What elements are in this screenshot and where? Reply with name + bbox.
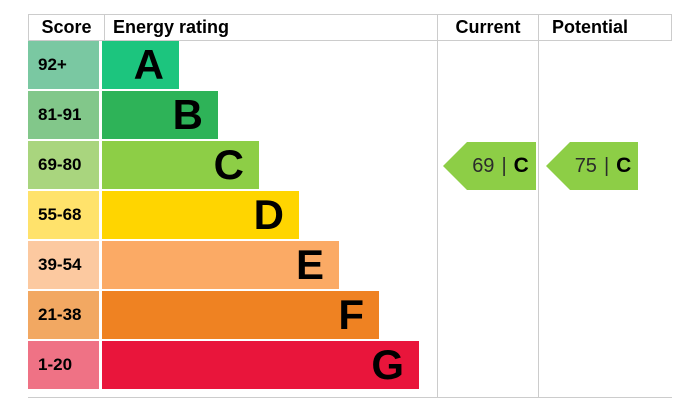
- score-range-cell: 39-54: [28, 241, 99, 289]
- band-row-b: 81-91 B: [28, 91, 673, 141]
- potential-rating-value: 75: [574, 154, 597, 177]
- table-bottom-border: [28, 397, 672, 398]
- rating-bar-b: B: [102, 91, 218, 139]
- table-header-row: Score Energy rating Current Potential: [28, 14, 672, 41]
- rating-bar-a: A: [102, 41, 179, 89]
- rating-bar-e: E: [102, 241, 339, 289]
- band-row-g: 1-20 G: [28, 341, 673, 391]
- band-row-a: 92+ A: [28, 41, 673, 91]
- rating-separator: |: [501, 154, 507, 177]
- rating-bar-c: C: [102, 141, 259, 189]
- score-range-cell: 81-91: [28, 91, 99, 139]
- score-range-cell: 1-20: [28, 341, 99, 389]
- current-rating-value: 69: [472, 154, 495, 177]
- rating-bar-d: D: [102, 191, 299, 239]
- potential-column-divider: [538, 41, 539, 398]
- score-column-header: Score: [28, 15, 104, 40]
- score-range-cell: 21-38: [28, 291, 99, 339]
- potential-rating-band: C: [616, 154, 632, 177]
- rating-bar-f: F: [102, 291, 379, 339]
- score-range-cell: 69-80: [28, 141, 99, 189]
- potential-column-header: Potential: [538, 15, 672, 40]
- band-row-e: 39-54 E: [28, 241, 673, 291]
- rating-bands: 92+ A 81-91 B 69-80 C 55-68 D 39-54 E 21…: [28, 41, 673, 391]
- current-column-header: Current: [437, 15, 538, 40]
- band-row-f: 21-38 F: [28, 291, 673, 341]
- current-rating-band: C: [513, 154, 529, 177]
- band-row-d: 55-68 D: [28, 191, 673, 241]
- rating-separator: |: [603, 154, 610, 177]
- energy-rating-column-header: Energy rating: [104, 15, 437, 40]
- band-row-c: 69-80 C: [28, 141, 673, 191]
- score-range-cell: 92+: [28, 41, 99, 89]
- rating-bar-g: G: [102, 341, 419, 389]
- current-column-divider: [437, 41, 438, 398]
- score-range-cell: 55-68: [28, 191, 99, 239]
